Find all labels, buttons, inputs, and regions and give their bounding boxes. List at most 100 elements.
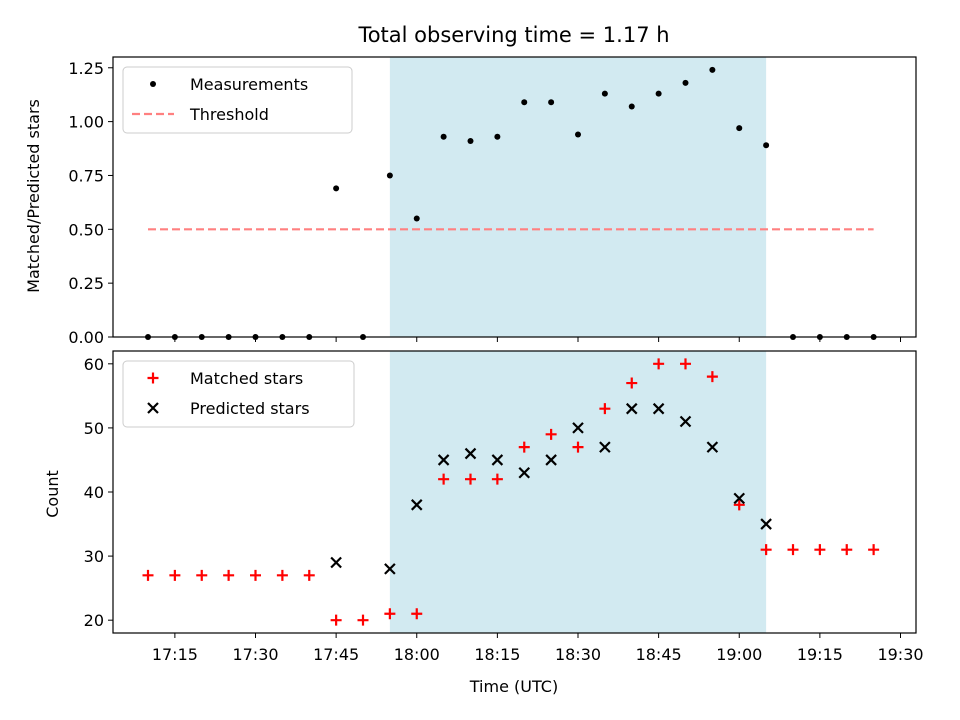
top-measurements-point <box>763 142 770 149</box>
top-measurements-point <box>333 185 340 192</box>
x-tick-label: 18:30 <box>555 645 601 664</box>
bottom-legend-marker-predicted-stars <box>147 402 159 414</box>
bottom-predicted-stars-point <box>625 402 638 415</box>
top-legend-marker-measurements <box>150 81 156 87</box>
bottom-matched-stars-point <box>303 569 315 581</box>
bottom-legend-label: Matched stars <box>190 369 303 388</box>
top-legend-label: Measurements <box>190 75 308 94</box>
top-measurements-point <box>413 215 420 222</box>
chart-title: Total observing time = 1.17 h <box>357 23 669 47</box>
bottom-matched-stars-point <box>491 473 503 485</box>
bottom-predicted-stars-point <box>518 466 531 479</box>
bottom-matched-stars-point <box>572 441 584 453</box>
bottom-matched-stars-point <box>411 608 423 620</box>
bottom-y-tick-label: 50 <box>84 419 104 438</box>
bottom-predicted-stars-point <box>652 402 665 415</box>
bottom-matched-stars-point <box>653 358 665 370</box>
top-legend-box <box>122 66 353 134</box>
top-measurements-point <box>655 90 662 97</box>
bottom-matched-stars-point <box>760 544 772 556</box>
top-y-tick-label: 0.75 <box>68 166 104 185</box>
bottom-legend-label: Predicted stars <box>190 399 310 418</box>
bottom-predicted-stars-point <box>599 441 611 453</box>
top-y-axis-label: Matched/Predicted stars <box>24 99 43 293</box>
bottom-predicted-stars-point <box>491 454 504 466</box>
bottom-predicted-stars-point <box>572 422 584 434</box>
bottom-matched-stars-point <box>680 358 691 370</box>
bottom-highlight-span <box>389 351 767 633</box>
bottom-matched-stars-point <box>142 569 154 581</box>
bottom-matched-stars-point <box>196 569 208 581</box>
bottom-matched-stars-point <box>841 544 853 556</box>
bottom-matched-stars-point <box>357 614 369 626</box>
bottom-y-tick-label: 30 <box>84 547 104 566</box>
top-measurements-point <box>440 133 447 140</box>
x-tick-label: 19:15 <box>797 645 843 664</box>
bottom-matched-stars-point <box>706 371 718 383</box>
bottom-predicted-stars-point <box>384 563 396 575</box>
bottom-predicted-stars-point <box>733 492 746 505</box>
bottom-matched-stars-point <box>868 544 880 556</box>
bottom-matched-stars-point <box>384 608 396 620</box>
bottom-matched-stars-point <box>599 403 611 415</box>
bottom-matched-stars-point <box>787 544 799 556</box>
bottom-matched-stars-point <box>276 569 288 581</box>
bottom-panel-counts: 20 30 40 50 60 17:15 17:30 17:45 18:00 18:15 18:30… <box>84 350 924 664</box>
top-measurements-point <box>494 133 501 140</box>
x-tick-label: 19:00 <box>716 645 762 664</box>
bottom-y-tick-label: 40 <box>84 483 104 502</box>
bottom-matched-stars-point <box>814 544 826 556</box>
top-axes-frame <box>112 56 917 338</box>
bottom-matched-stars-point <box>169 569 181 581</box>
top-measurements-point <box>709 66 716 73</box>
top-highlight-span <box>389 57 767 337</box>
bottom-matched-stars-point <box>438 473 450 485</box>
bottom-matched-stars-point <box>545 428 557 440</box>
x-tick-label: 18:45 <box>636 645 682 664</box>
x-tick-label: 18:00 <box>394 645 440 664</box>
bottom-predicted-stars-point <box>437 454 450 466</box>
top-y-tick-label: 0.25 <box>68 274 104 293</box>
top-measurements-point <box>601 90 608 97</box>
top-measurements-point <box>521 99 528 106</box>
x-tick-label: 17:30 <box>232 645 278 664</box>
bottom-predicted-stars-point <box>760 518 772 530</box>
top-measurements-point <box>682 79 689 86</box>
bottom-legend-marker-matched-stars <box>147 372 159 384</box>
bottom-y-tick-label: 60 <box>84 355 104 374</box>
top-legend-label: Threshold <box>189 105 269 124</box>
top-measurements-point <box>467 138 474 144</box>
top-y-tick-label: 1.25 <box>68 59 104 78</box>
top-measurements-point <box>736 125 743 132</box>
bottom-legend-box <box>122 360 355 428</box>
bottom-predicted-stars-point <box>410 499 423 511</box>
x-tick-label: 18:15 <box>474 645 520 664</box>
top-measurements-point <box>575 131 581 138</box>
bottom-matched-stars-point <box>223 569 235 581</box>
bottom-predicted-stars-point <box>706 441 719 453</box>
bottom-matched-stars-point <box>465 473 476 485</box>
top-y-tick-label: 0.50 <box>68 220 104 239</box>
bottom-matched-stars-point <box>330 614 342 626</box>
x-tick-label: 19:30 <box>877 645 923 664</box>
bottom-matched-stars-point <box>626 377 638 389</box>
x-tick-label: 17:15 <box>152 645 198 664</box>
bottom-predicted-stars-point <box>330 556 342 569</box>
bottom-predicted-stars-point <box>464 447 477 460</box>
bottom-predicted-stars-point <box>679 415 692 428</box>
bottom-y-axis-label: Count <box>43 470 62 518</box>
top-y-tick-label: 1.00 <box>68 113 104 132</box>
bottom-matched-stars-point <box>250 569 261 581</box>
x-axis-label: Time (UTC) <box>469 677 558 696</box>
bottom-y-tick-label: 20 <box>84 611 104 630</box>
x-tick-label: 17:45 <box>313 645 359 664</box>
top-panel-ratio: 0.00 0.25 0.50 0.75 1.00 1.25 Measurements Thre… <box>68 56 917 347</box>
bottom-predicted-stars-point <box>545 454 557 466</box>
top-y-tick-label: 0.00 <box>68 328 104 347</box>
top-measurements-point <box>386 172 393 179</box>
top-measurements-point <box>548 99 555 106</box>
bottom-matched-stars-point <box>733 499 745 511</box>
top-measurements-point <box>628 103 635 110</box>
bottom-matched-stars-point <box>518 441 530 453</box>
